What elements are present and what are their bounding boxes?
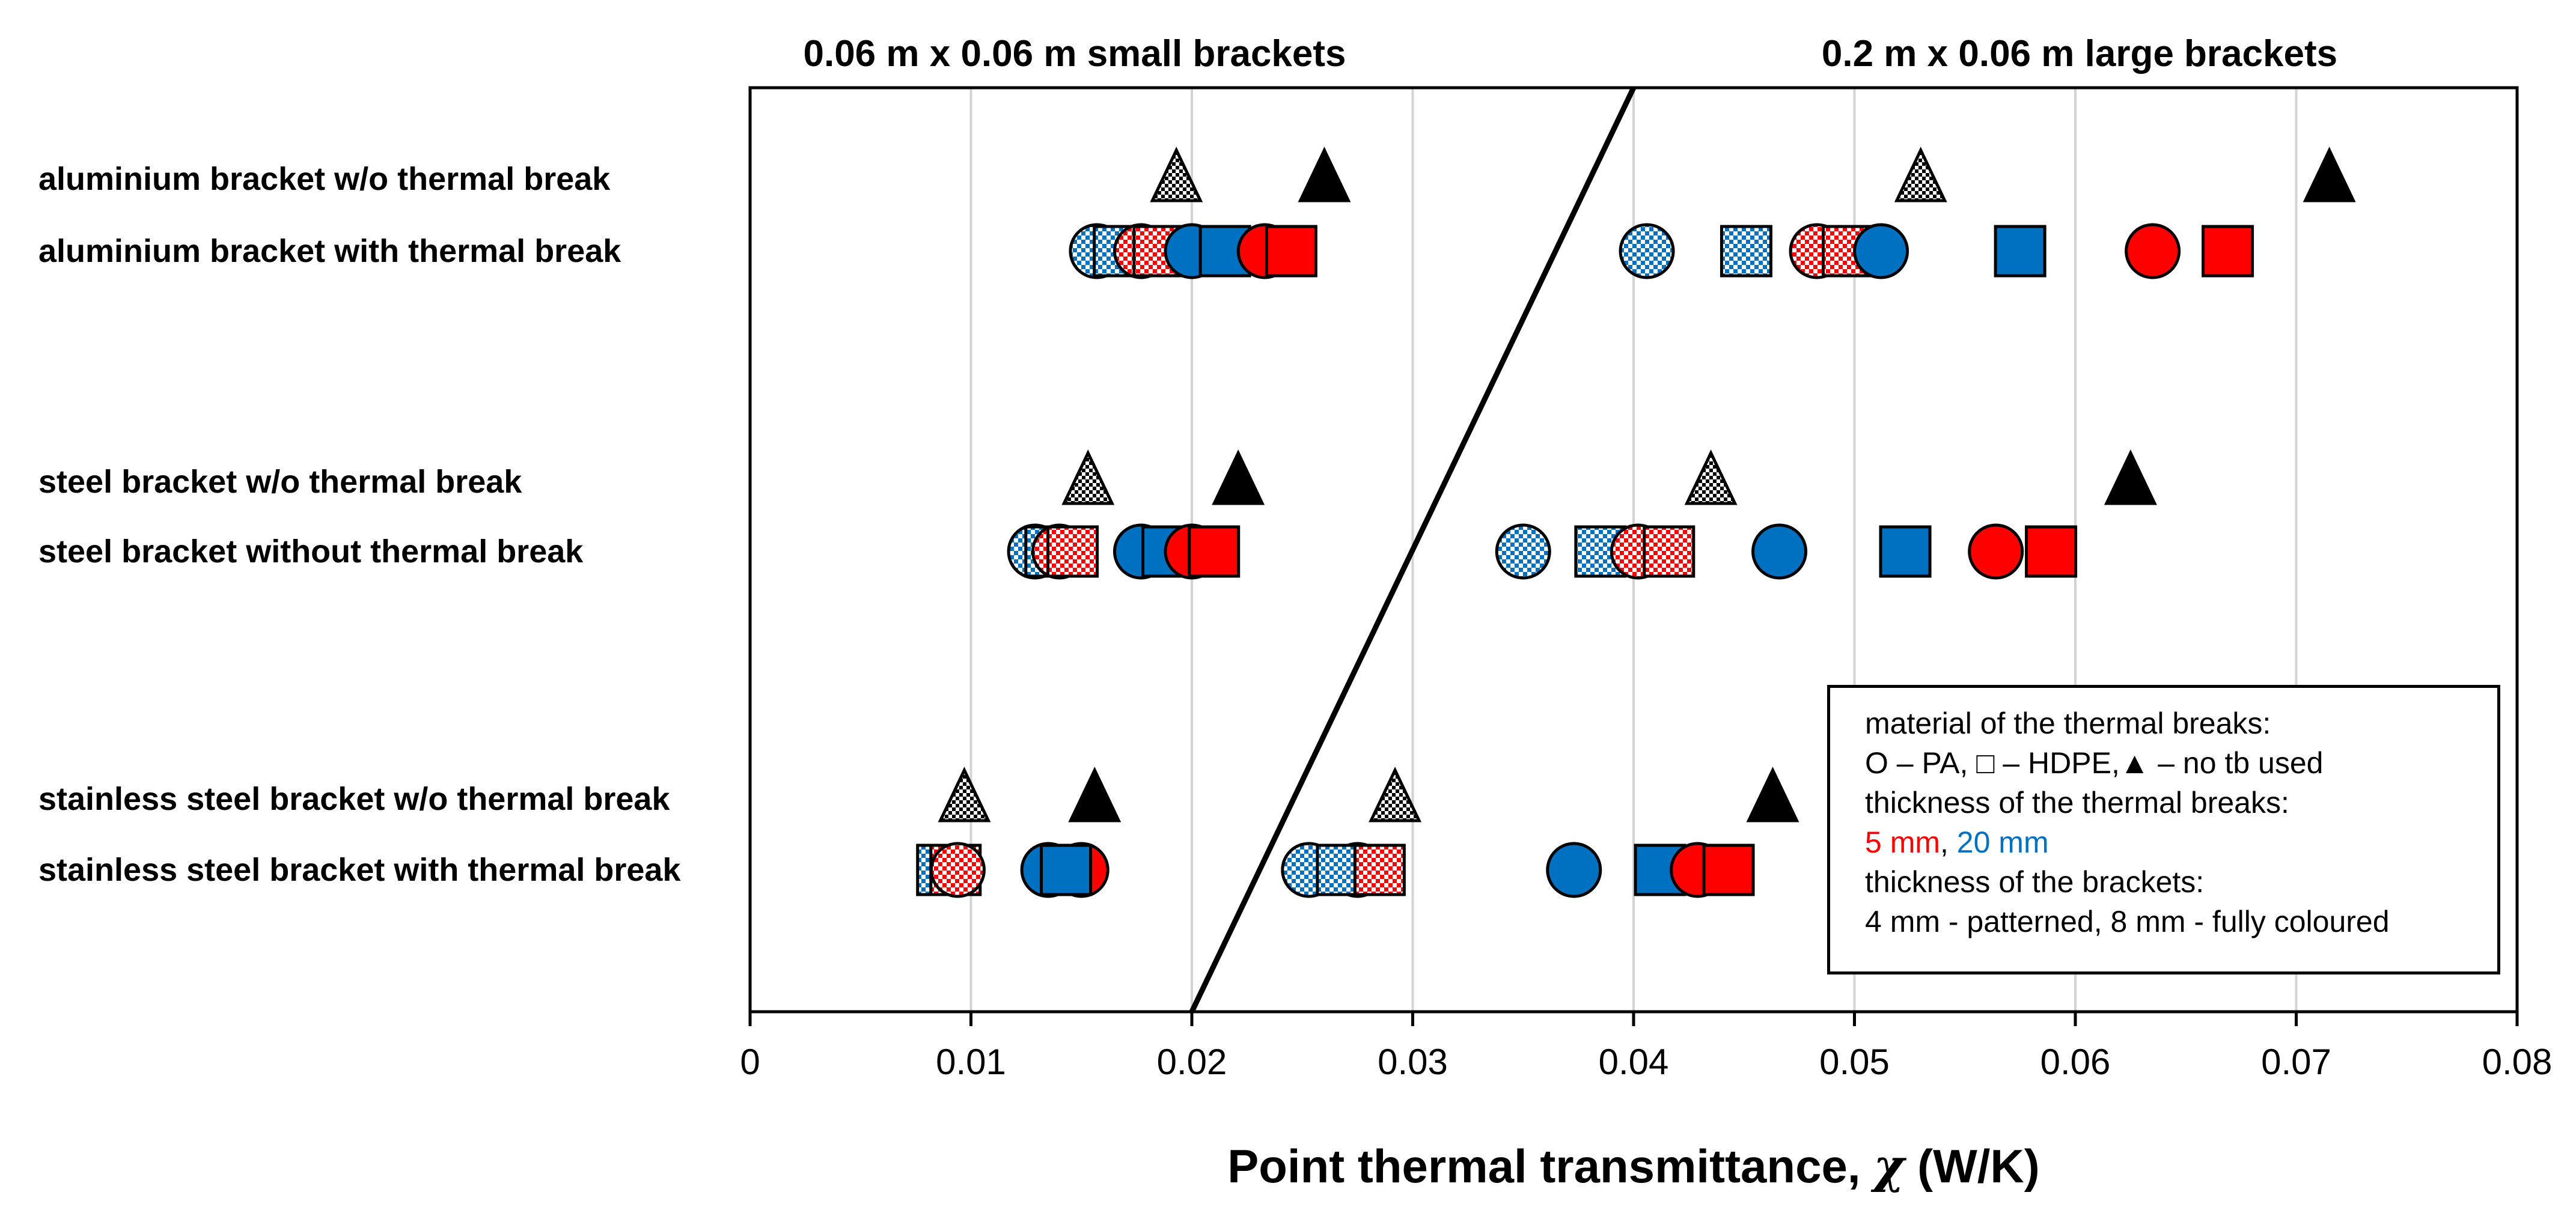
row-label: steel bracket without thermal break — [38, 533, 584, 570]
pa-marker-20mm — [1546, 842, 1602, 898]
divider-line — [1189, 87, 1637, 1013]
x-axis-label-symbol: χ — [1870, 1139, 1907, 1194]
x-tick-label: 0.01 — [936, 1042, 1006, 1082]
title-right: 0.2 m x 0.06 m large brackets — [1822, 33, 2337, 74]
no-break-marker-8mm — [2104, 449, 2157, 505]
pa-marker-5mm — [1968, 523, 2024, 580]
no-break-marker-4mm — [1894, 147, 1947, 202]
x-tick-label: 0.08 — [2482, 1042, 2553, 1082]
x-axis-label-main: Point thermal transmittance, — [1227, 1140, 1873, 1193]
legend-material-symbols: O – PA, □ – HDPE,▲ – no tb used — [1865, 746, 2324, 780]
no-break-marker-4mm — [1369, 767, 1422, 822]
no-break-marker-4mm — [938, 767, 991, 822]
no-break-marker-8mm — [1298, 147, 1351, 202]
no-break-marker-8mm — [2303, 147, 2356, 202]
pa-marker-5mm — [2125, 223, 2181, 279]
hdpe-marker-20mm — [1879, 525, 1932, 578]
pa-marker-20mm — [1751, 523, 1808, 580]
no-break-marker-8mm — [1212, 449, 1265, 505]
row-label: stainless steel bracket with thermal bre… — [38, 852, 681, 888]
legend-20mm: 20 mm — [1956, 825, 2049, 859]
pa-marker-5mm — [929, 842, 986, 898]
x-tick-label: 0.02 — [1157, 1042, 1227, 1082]
markers — [916, 147, 2356, 898]
hdpe-marker-20mm — [1994, 225, 2046, 278]
title-left: 0.06 m x 0.06 m small brackets — [803, 33, 1346, 74]
legend-material-title: material of the thermal breaks: — [1865, 707, 2271, 740]
hdpe-marker-5mm — [1188, 525, 1241, 578]
legend-bracket-thickness-values: 4 mm - patterned, 8 mm - fully coloured — [1865, 905, 2390, 938]
x-tick-label: 0.06 — [2040, 1042, 2111, 1082]
divider-layer — [1189, 87, 1637, 1013]
hdpe-marker-5mm — [1265, 225, 1317, 278]
pa-marker-20mm — [1853, 223, 1909, 279]
x-tick-label: 0.05 — [1819, 1042, 1890, 1082]
pa-marker-20mm — [1495, 523, 1551, 580]
hdpe-marker-5mm — [2202, 225, 2254, 278]
x-axis-label-unit: (W/K) — [1904, 1140, 2039, 1193]
legend-5mm: 5 mm — [1865, 825, 1940, 859]
no-break-marker-4mm — [1061, 449, 1115, 505]
hdpe-marker-5mm — [1046, 525, 1099, 578]
hdpe-marker-20mm — [1720, 225, 1772, 278]
hdpe-marker-5mm — [2025, 525, 2078, 578]
x-tick-label: 0.04 — [1599, 1042, 1669, 1082]
pa-marker-20mm — [1619, 223, 1675, 279]
legend-bracket-thickness-title: thickness of the brackets: — [1865, 865, 2205, 899]
x-tick-label: 0.03 — [1378, 1042, 1448, 1082]
hdpe-marker-5mm — [1702, 844, 1755, 896]
no-break-marker-4mm — [1150, 147, 1203, 202]
hdpe-marker-5mm — [1353, 844, 1406, 896]
hdpe-marker-5mm — [1643, 525, 1695, 578]
legend-separator: , — [1940, 825, 1957, 859]
hdpe-marker-20mm — [1040, 844, 1093, 896]
x-tick-label: 0 — [740, 1042, 760, 1082]
no-break-marker-8mm — [1746, 767, 1799, 822]
no-break-marker-8mm — [1068, 767, 1122, 822]
row-label: steel bracket w/o thermal break — [38, 464, 522, 500]
x-axis: 0 0.01 0.02 0.03 0.04 0.05 0.06 0.07 0.08 — [740, 1012, 2552, 1082]
x-tick-label: 0.07 — [2261, 1042, 2331, 1082]
legend-tb-thickness-title: thickness of the thermal breaks: — [1865, 786, 2289, 819]
no-break-marker-4mm — [1684, 449, 1738, 505]
legend: material of the thermal breaks: O – PA, … — [1827, 685, 2500, 974]
x-axis-label: Point thermal transmittance, χ (W/K) — [1227, 1139, 2039, 1194]
legend-tb-thickness-values: 5 mm, 20 mm — [1865, 822, 2497, 862]
row-label: aluminium bracket with thermal break — [38, 233, 621, 269]
row-labels: aluminium bracket w/o thermal break alumi… — [38, 161, 681, 888]
row-label: stainless steel bracket w/o thermal brea… — [38, 781, 670, 817]
row-label: aluminium bracket w/o thermal break — [38, 161, 611, 197]
